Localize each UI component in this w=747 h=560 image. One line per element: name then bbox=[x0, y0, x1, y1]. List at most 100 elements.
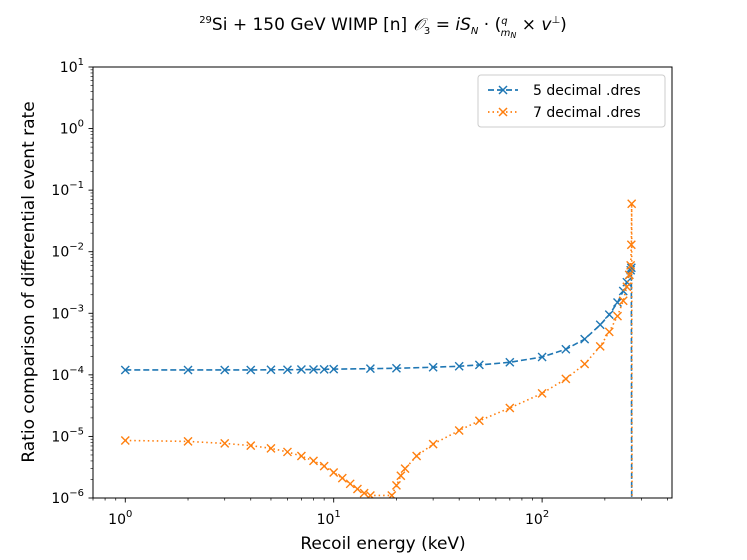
series-1-point bbox=[428, 439, 438, 449]
series-0-point bbox=[595, 320, 605, 330]
y-tick-label: 10−6 bbox=[51, 488, 84, 507]
series-0-point bbox=[246, 365, 256, 375]
series-1-point bbox=[391, 480, 401, 490]
series-1-point bbox=[580, 359, 590, 369]
series-1-point bbox=[627, 199, 637, 209]
x-tick-label: 100 bbox=[108, 509, 132, 528]
series-0-point bbox=[474, 360, 484, 370]
series-1-point bbox=[561, 374, 571, 384]
series-0-point bbox=[428, 362, 438, 372]
series-1-point bbox=[319, 461, 329, 471]
legend-label-7-decimal: 7 decimal .dres bbox=[533, 105, 641, 121]
title-spin-sub: N bbox=[471, 26, 479, 37]
title-v: v bbox=[541, 15, 552, 35]
series-1-point bbox=[537, 388, 547, 398]
series-0-point bbox=[296, 365, 306, 375]
series-1-point bbox=[626, 260, 636, 270]
title-isotope-mass: 29 bbox=[199, 15, 212, 26]
series-1-point bbox=[120, 435, 130, 445]
y-tick-label: 10−4 bbox=[51, 365, 84, 384]
title-spin: S bbox=[460, 15, 471, 35]
series-0-point bbox=[329, 364, 339, 374]
title-m-sub: N bbox=[510, 31, 516, 40]
series-0-point bbox=[454, 361, 464, 371]
series-0-point bbox=[604, 310, 614, 320]
series-0-point bbox=[505, 357, 515, 367]
title-dot: · ( bbox=[478, 15, 501, 35]
y-tick-label: 10−3 bbox=[51, 303, 84, 322]
series-layer bbox=[120, 199, 637, 498]
series-0-point bbox=[319, 364, 329, 374]
series-1-point bbox=[400, 464, 410, 474]
x-tick-label: 102 bbox=[525, 509, 549, 528]
title-q: q bbox=[501, 16, 507, 27]
x-axis-label: Recoil energy (keV) bbox=[300, 534, 465, 554]
title-close: ) bbox=[560, 15, 567, 35]
series-1-point bbox=[613, 311, 622, 321]
series-0-point bbox=[220, 365, 230, 375]
series-1-point bbox=[220, 438, 230, 448]
series-0-point bbox=[309, 365, 318, 375]
series-1-point bbox=[387, 490, 397, 498]
title-times: × bbox=[516, 15, 541, 35]
series-0-point bbox=[391, 363, 401, 373]
plot-frame bbox=[92, 66, 673, 499]
series-1-point bbox=[618, 296, 628, 306]
title-eq: = bbox=[430, 15, 455, 35]
title-operator-sub: 3 bbox=[424, 26, 430, 37]
series-1-point bbox=[282, 447, 292, 457]
legend-label-5-decimal: 5 decimal .dres bbox=[533, 83, 641, 99]
series-0-point bbox=[626, 263, 636, 273]
series-line-1 bbox=[125, 203, 633, 498]
ticks-layer: 100 101 102 10−6 10−5 10−4 10−3 10−2 10−1 100 101 bbox=[51, 57, 668, 528]
series-1-point bbox=[412, 451, 422, 461]
title-perp: ⊥ bbox=[551, 15, 560, 26]
series-0-point bbox=[120, 365, 130, 375]
series-1-point bbox=[396, 471, 406, 481]
series-1-point bbox=[309, 456, 318, 466]
series-1-point bbox=[352, 484, 362, 494]
title-text: Si + 150 GeV WIMP [n] bbox=[212, 15, 407, 35]
legend-marker-7-decimal bbox=[498, 107, 508, 117]
title-m: m bbox=[501, 28, 511, 39]
series-0-point bbox=[183, 365, 193, 375]
legend-marker-5-decimal bbox=[498, 85, 508, 95]
series-1-point bbox=[604, 327, 614, 337]
series-1-point bbox=[337, 473, 347, 483]
series-0-point bbox=[537, 352, 547, 362]
y-tick-label: 100 bbox=[60, 119, 84, 138]
y-tick-label: 10−5 bbox=[51, 426, 84, 445]
legend-box bbox=[477, 74, 666, 128]
y-tick-label: 10−2 bbox=[51, 242, 84, 261]
series-line-0 bbox=[125, 267, 633, 498]
series-1-point bbox=[329, 467, 339, 477]
series-0-point bbox=[365, 364, 375, 374]
legend: 5 decimal .dres 7 decimal .dres bbox=[477, 74, 666, 128]
series-0-point bbox=[613, 297, 622, 307]
series-1-point bbox=[505, 403, 515, 413]
series-1-point bbox=[365, 490, 375, 498]
series-1-point bbox=[622, 282, 632, 292]
series-0-point bbox=[266, 365, 276, 375]
series-1-point bbox=[246, 441, 256, 451]
x-tick-label: 101 bbox=[317, 509, 341, 528]
series-0-point bbox=[580, 334, 590, 344]
series-1-point bbox=[345, 479, 355, 489]
series-0-point bbox=[561, 344, 571, 354]
series-0-point bbox=[622, 277, 632, 287]
y-tick-label: 10−1 bbox=[51, 180, 84, 199]
y-axis-label: Ratio comparison of differential event r… bbox=[19, 101, 39, 462]
series-1-point bbox=[454, 425, 464, 435]
chart-title: 29Si + 150 GeV WIMP [n] 𝒪3 = iSN · (q mN ×… bbox=[199, 15, 567, 40]
series-0-point bbox=[282, 365, 292, 375]
y-tick-label: 101 bbox=[60, 57, 84, 76]
series-1-point bbox=[474, 416, 484, 426]
series-1-point bbox=[296, 451, 306, 461]
series-1-point bbox=[624, 270, 634, 280]
series-1-point bbox=[595, 341, 605, 351]
series-1-point bbox=[359, 488, 369, 498]
series-1-point bbox=[266, 443, 276, 453]
series-1-point bbox=[183, 436, 193, 446]
title-i: i bbox=[455, 15, 460, 35]
